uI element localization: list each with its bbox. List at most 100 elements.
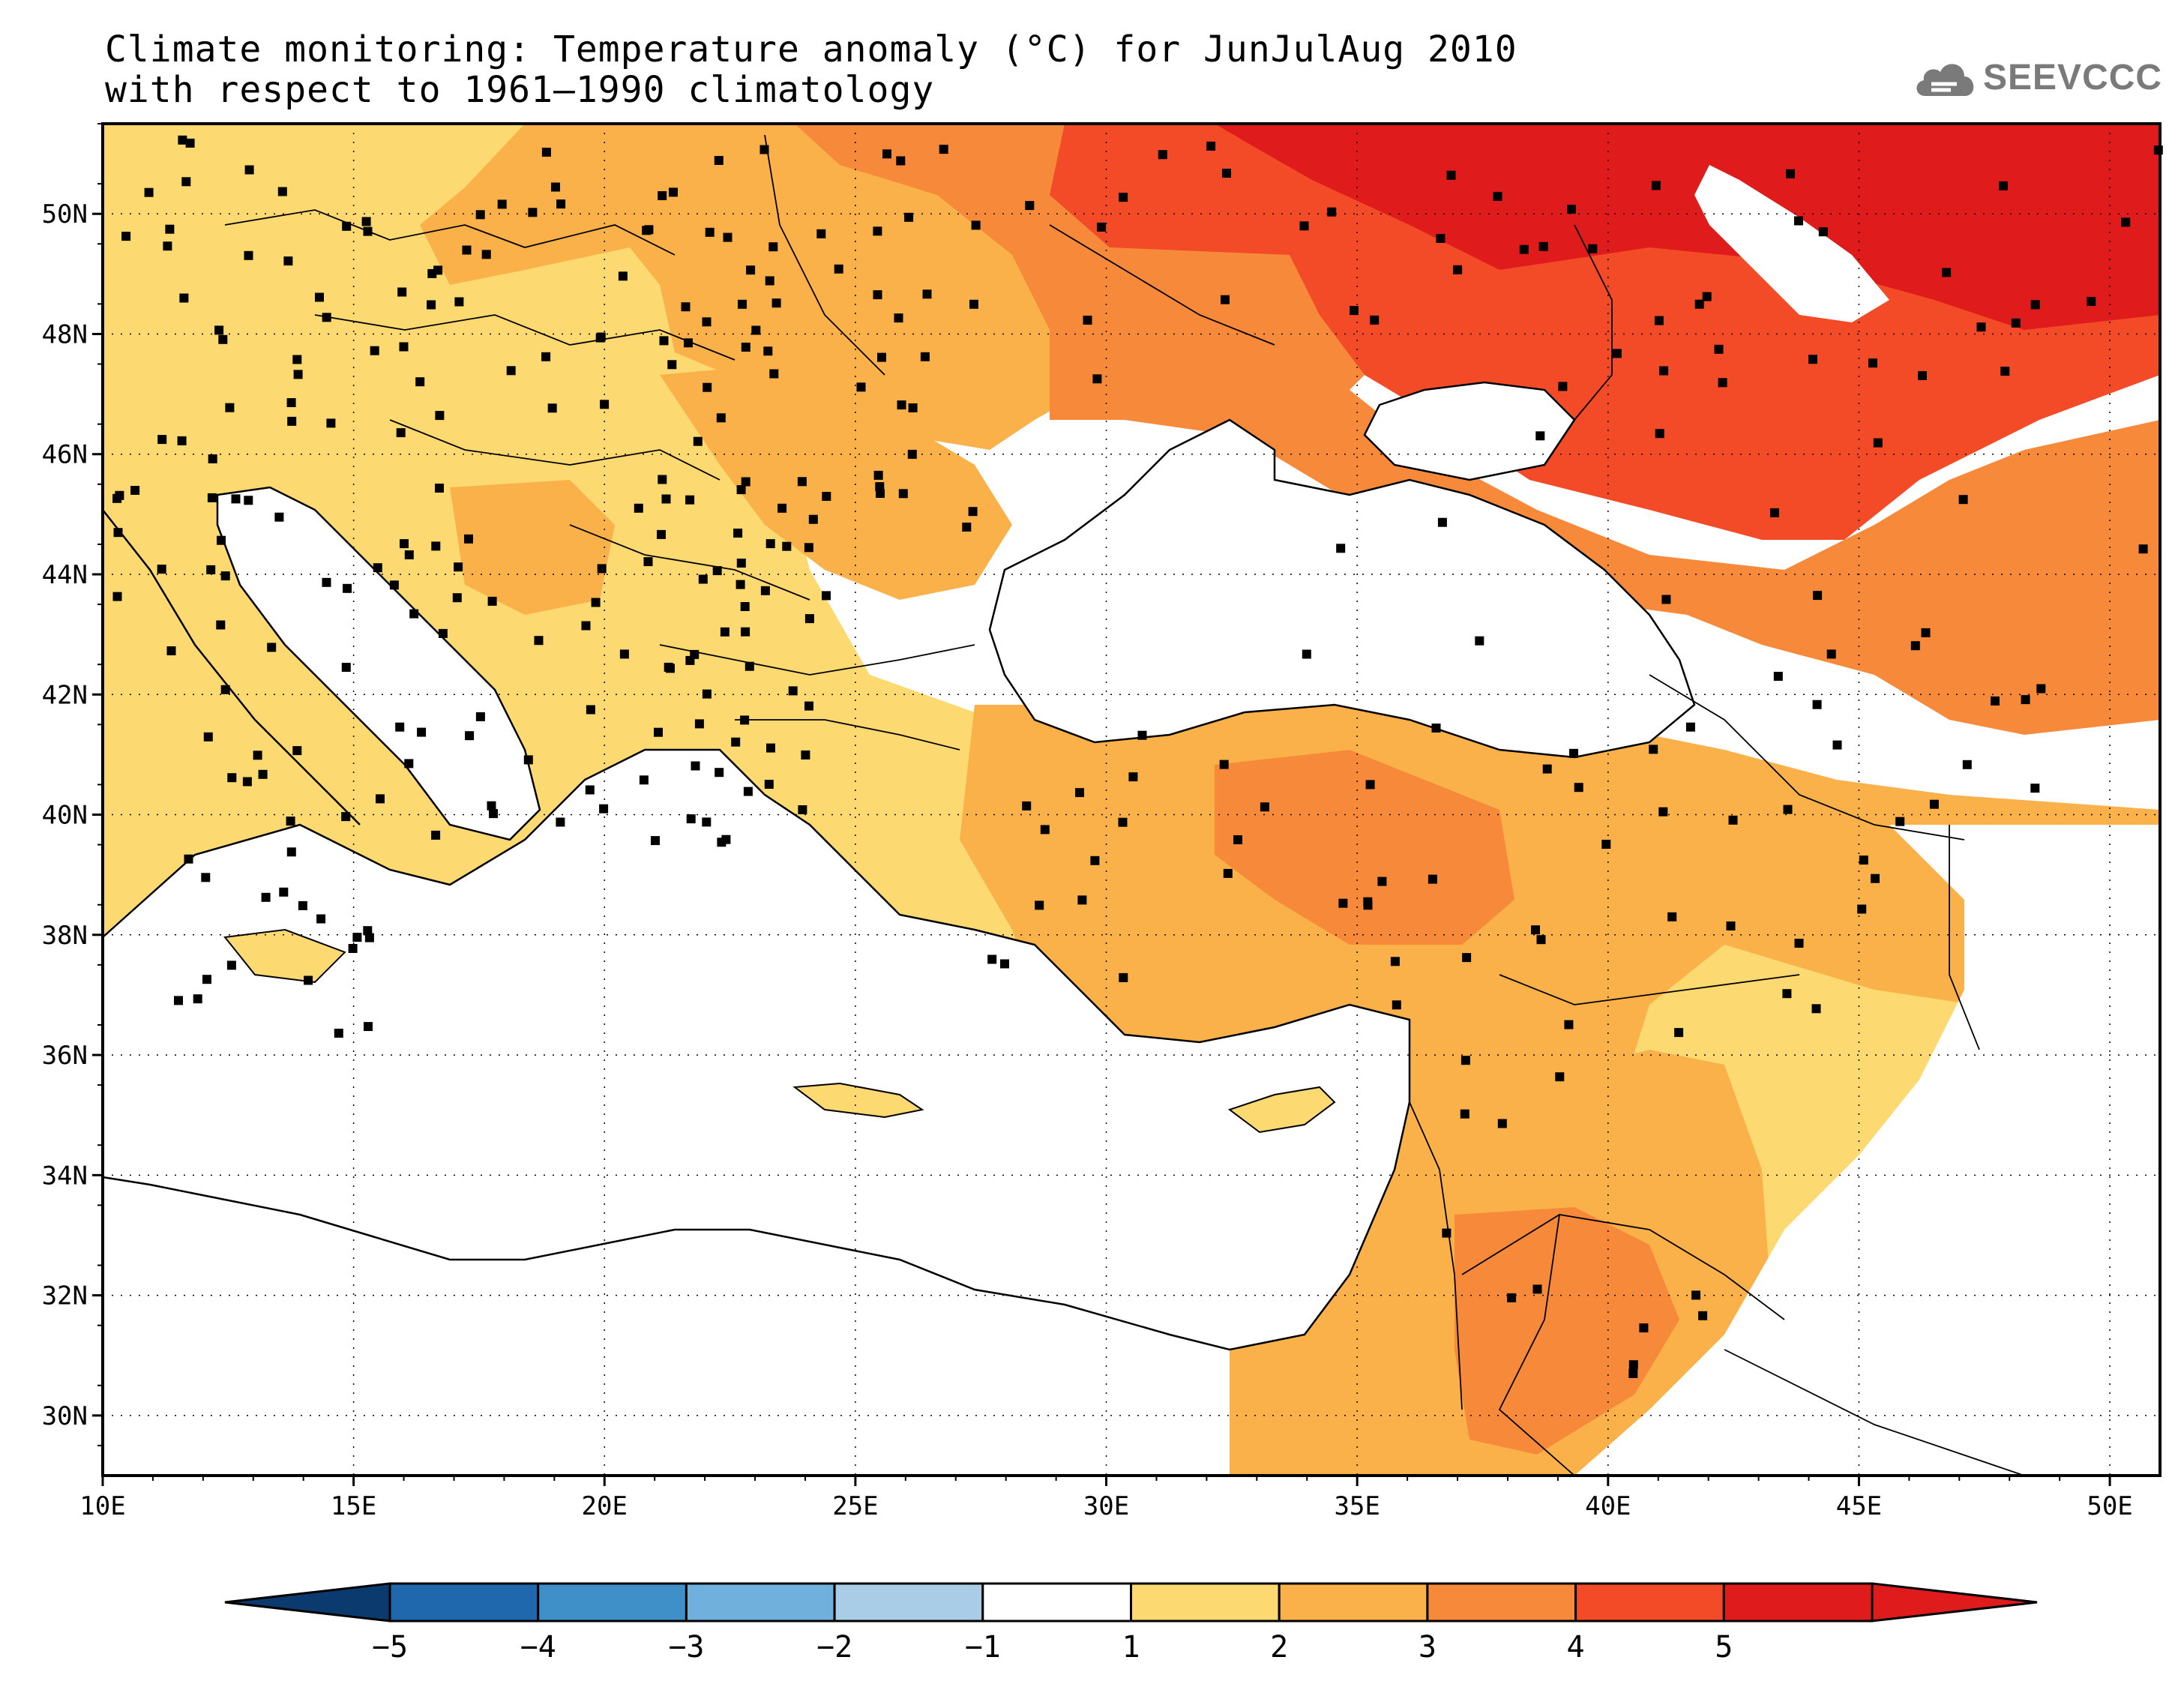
x-tick-label: 50E — [2087, 1491, 2132, 1521]
station-marker — [1222, 169, 1231, 178]
station-marker — [1999, 181, 2008, 190]
y-axis: 30N 32N 34N 36N 38N 40N 42N 44N 46N 48N 50N — [42, 123, 103, 1446]
station-marker — [686, 814, 696, 824]
x-tick-label: 20E — [582, 1491, 628, 1521]
station-marker — [1962, 760, 1972, 769]
x-tick-label: 25E — [832, 1491, 878, 1521]
station-marker — [163, 241, 172, 251]
colorbar: −5 −4 −3 −2 −1 1 2 3 4 5 — [224, 1582, 2038, 1665]
station-marker — [1083, 316, 1092, 325]
station-marker — [882, 149, 891, 159]
station-marker — [1832, 740, 1842, 750]
station-marker — [1918, 371, 1927, 380]
station-marker — [274, 512, 284, 522]
station-marker — [534, 636, 544, 646]
station-marker — [464, 534, 473, 544]
colorbar-segment — [537, 1582, 688, 1623]
station-marker — [487, 801, 496, 811]
station-marker — [1773, 672, 1783, 681]
station-marker — [1538, 241, 1548, 251]
station-marker — [1431, 724, 1441, 733]
colorbar-label: −4 — [520, 1630, 556, 1665]
station-marker — [1811, 1004, 1821, 1014]
y-tick-label: 30N — [42, 1401, 88, 1431]
station-marker — [2030, 300, 2040, 310]
station-marker — [267, 643, 277, 652]
station-marker — [856, 382, 866, 392]
station-marker — [1808, 355, 1817, 364]
station-marker — [765, 276, 774, 286]
station-marker — [876, 489, 885, 498]
station-marker — [1857, 904, 1867, 914]
station-marker — [1588, 244, 1598, 253]
station-marker — [1794, 216, 1803, 226]
station-marker — [1921, 628, 1931, 637]
station-marker — [286, 398, 296, 407]
station-marker — [873, 290, 882, 300]
station-marker — [1090, 855, 1100, 865]
station-marker — [258, 769, 268, 779]
station-marker — [244, 165, 254, 175]
y-tick-label: 44N — [42, 560, 88, 590]
station-marker — [1336, 544, 1346, 553]
station-marker — [1233, 835, 1242, 844]
station-marker — [654, 727, 663, 737]
station-marker — [703, 382, 712, 392]
x-tick-label: 15E — [331, 1491, 376, 1521]
colorbar-segment — [1574, 1582, 1725, 1623]
station-marker — [244, 496, 253, 505]
station-marker — [2087, 297, 2096, 306]
station-marker — [939, 145, 948, 154]
black-sea — [990, 420, 1694, 757]
y-tick-label: 40N — [42, 801, 88, 831]
station-marker — [908, 403, 918, 412]
station-marker — [907, 449, 917, 459]
station-marker — [581, 621, 591, 631]
station-marker — [658, 191, 667, 200]
station-marker — [1910, 641, 1920, 651]
station-marker — [157, 565, 166, 574]
station-marker — [1428, 874, 1437, 884]
y-tick-label: 38N — [42, 921, 88, 951]
station-marker — [798, 805, 807, 814]
station-marker — [1363, 897, 1373, 906]
station-marker — [279, 887, 289, 897]
station-marker — [1390, 957, 1400, 966]
station-marker — [497, 199, 507, 209]
station-marker — [185, 138, 195, 148]
colorbar-segment — [1722, 1582, 1874, 1623]
station-marker — [174, 996, 183, 1005]
station-marker — [316, 914, 326, 924]
station-marker — [342, 221, 352, 231]
station-marker — [667, 360, 677, 370]
station-marker — [370, 346, 379, 355]
x-tick-label: 45E — [1836, 1491, 1882, 1521]
station-marker — [804, 614, 814, 624]
station-marker — [214, 325, 224, 335]
station-marker — [2000, 367, 2010, 376]
station-marker — [720, 627, 729, 637]
station-marker — [1206, 141, 1216, 151]
station-marker — [731, 737, 741, 747]
colorbar-segment — [1278, 1582, 1429, 1623]
station-marker — [298, 900, 307, 910]
station-marker — [1567, 205, 1576, 214]
station-marker — [218, 334, 228, 344]
colorbar-label: −5 — [372, 1630, 408, 1665]
station-marker — [523, 755, 533, 765]
station-marker — [184, 854, 193, 864]
station-marker — [376, 794, 385, 804]
station-marker — [1497, 1119, 1507, 1128]
station-marker — [225, 403, 235, 412]
station-marker — [1035, 900, 1044, 910]
station-marker — [1437, 517, 1447, 527]
colorbar-low-arrow — [224, 1582, 391, 1623]
station-marker — [343, 583, 352, 593]
y-tick-label: 42N — [42, 680, 88, 710]
station-marker — [771, 298, 781, 308]
station-marker — [759, 145, 769, 154]
station-marker — [1535, 431, 1545, 441]
station-marker — [556, 199, 566, 209]
station-marker — [277, 187, 287, 196]
colorbar-label: 3 — [1419, 1630, 1437, 1665]
